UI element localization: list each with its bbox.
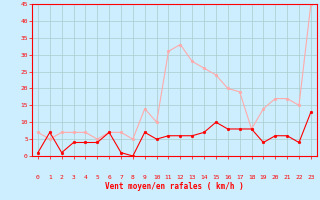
X-axis label: Vent moyen/en rafales ( km/h ): Vent moyen/en rafales ( km/h ) [105, 182, 244, 191]
